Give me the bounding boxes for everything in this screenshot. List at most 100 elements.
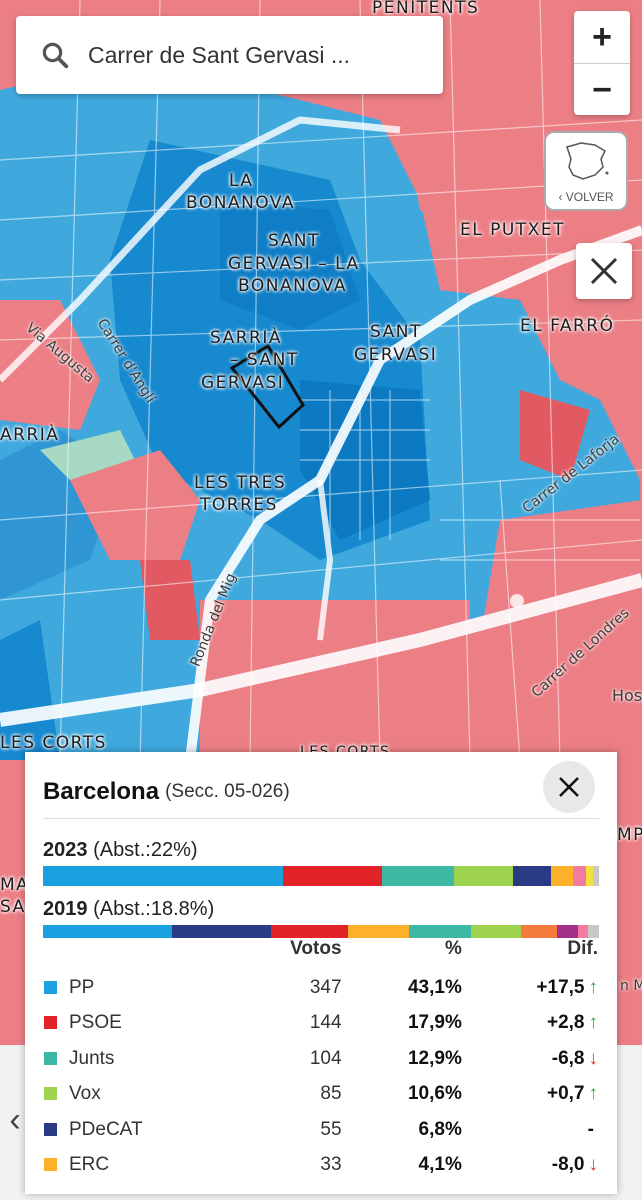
map-label-sg-1: SANT [370, 322, 422, 342]
header-pct: % [444, 938, 462, 959]
bar-segment-vox [470, 925, 521, 938]
map-label-sarria: ARRIÀ [0, 425, 60, 445]
bar-segment-other [593, 866, 599, 886]
bar-segment-erc [347, 925, 409, 938]
arrow-down-icon: ↓ [588, 1047, 599, 1069]
bar-segment-comuns [557, 925, 578, 938]
votes-cell: 55 [320, 1118, 342, 1140]
party-cell: PSOE [43, 1006, 193, 1042]
table-row: ERC 33 4,1% -8,0 ↓ [43, 1148, 599, 1184]
year-2019-label: 2019 [43, 898, 88, 920]
close-icon [590, 257, 618, 285]
pct-cell: 17,9% [407, 1012, 462, 1034]
panel-close-button[interactable] [543, 761, 595, 813]
diff-value: - [587, 1118, 594, 1140]
close-map-button[interactable] [576, 243, 632, 299]
diff-value: -8,0 [551, 1154, 585, 1176]
pct-cell: 43,1% [407, 976, 462, 998]
map-label-ma: MA [0, 875, 30, 895]
header-diff: Dif. [567, 938, 598, 959]
bar-segment-erc [550, 866, 574, 886]
map-label-ssg-1: SARRIÀ [210, 328, 283, 348]
diff-cell: -8,0 ↓ [463, 1148, 599, 1184]
bar-segment-psoe [282, 866, 383, 886]
result-bar-2019 [43, 925, 599, 938]
map-label-penitents: PENITENTS [372, 0, 480, 18]
city-name: Barcelona [43, 778, 160, 805]
search-input[interactable] [86, 40, 420, 70]
year-2019-row: 2019 (Abst.:18.8%) [25, 898, 617, 921]
zoom-out-button[interactable]: − [592, 70, 612, 109]
party-name: PP [69, 976, 95, 998]
table-header-row: Votos % Dif. [43, 928, 599, 970]
votes-cell: 33 [320, 1154, 342, 1176]
party-cell: Vox [43, 1077, 193, 1113]
party-name: Junts [69, 1047, 115, 1069]
map-label-bonanova-1: LA [229, 171, 254, 191]
bar-segment-pp [43, 866, 283, 886]
party-color-swatch [44, 1087, 57, 1101]
map-label-sgb-2: GERVASI – LA [228, 254, 360, 274]
party-name: Vox [69, 1083, 101, 1105]
diff-value: +17,5 [536, 976, 585, 998]
map-label-les-corts: LES CORTS [0, 733, 107, 753]
search-icon[interactable] [40, 40, 70, 70]
map-label-tres-torres-2: TORRES [200, 495, 278, 515]
arrow-up-icon: ↑ [588, 976, 599, 998]
diff-value: +2,8 [546, 1012, 585, 1034]
chevron-left-icon[interactable]: ‹ [9, 1101, 21, 1139]
party-color-swatch [44, 1051, 57, 1065]
map-label-ssg-3: GERVASI [201, 373, 285, 393]
bar-segment-cs [520, 925, 557, 938]
bar-segment-other [587, 925, 599, 938]
year-2023-label: 2023 [43, 839, 88, 861]
panel-header: Barcelona (Secc. 05-026) [25, 752, 617, 814]
party-cell: ERC [43, 1148, 193, 1184]
party-color-swatch [44, 1016, 57, 1030]
diff-value: -6,8 [551, 1047, 585, 1069]
arrow-up-icon: ↑ [588, 1083, 599, 1105]
arrow-up-icon: ↑ [588, 1012, 599, 1034]
party-color-swatch [44, 980, 57, 994]
zoom-in-button[interactable]: + [592, 17, 612, 56]
volver-button[interactable]: ‹ VOLVER [544, 131, 628, 211]
panel-divider [43, 818, 599, 819]
abstention-2023: (Abst.:22%) [93, 839, 198, 861]
party-cell: Junts [43, 1041, 193, 1077]
pct-cell: 10,6% [407, 1083, 462, 1105]
party-name: ERC [69, 1154, 110, 1176]
bar-segment-junts [382, 866, 454, 886]
bar-segment-vox [453, 866, 513, 886]
diff-value: +0,7 [546, 1083, 585, 1105]
results-table: Votos % Dif. PP 347 43,1% +17,5 ↑ PSOE 144 17,9… [43, 928, 599, 1183]
party-name: PDeCAT [69, 1118, 143, 1140]
map-label-sgb-1: SANT [268, 231, 320, 251]
abstention-2019: (Abst.:18.8%) [93, 898, 215, 920]
diff-cell: +2,8 ↑ [463, 1006, 599, 1042]
street-nm: n M [620, 978, 642, 994]
bar-segment-pdecat [172, 925, 272, 938]
table-row: Vox 85 10,6% +0,7 ↑ [43, 1077, 599, 1113]
party-name: PSOE [69, 1012, 122, 1034]
votes-cell: 347 [309, 976, 342, 998]
close-icon [559, 777, 579, 797]
table-row: PSOE 144 17,9% +2,8 ↑ [43, 1006, 599, 1042]
volver-label: ‹ VOLVER [558, 190, 614, 204]
party-cell: PDeCAT [43, 1112, 193, 1148]
diff-cell: +0,7 ↑ [463, 1077, 599, 1113]
party-color-swatch [44, 1122, 57, 1136]
table-row: PDeCAT 55 6,8% - [43, 1112, 599, 1148]
diff-cell: - [463, 1112, 599, 1148]
bar-segment-pp [43, 925, 173, 938]
party-cell: PP [43, 970, 193, 1006]
map-label-mp: MP [617, 825, 642, 845]
party-color-swatch [44, 1158, 57, 1172]
pct-cell: 6,8% [418, 1118, 462, 1140]
bar-segment-junts [408, 925, 471, 938]
map-label-tres-torres-1: LES TRES [194, 473, 287, 493]
bar-segment-pink [577, 925, 588, 938]
map-label-sgb-3: BONANOVA [238, 276, 348, 296]
zoom-control[interactable]: + − [574, 11, 630, 115]
search-box[interactable] [16, 16, 443, 94]
map-label-putxet: EL PUTXET [460, 220, 565, 240]
